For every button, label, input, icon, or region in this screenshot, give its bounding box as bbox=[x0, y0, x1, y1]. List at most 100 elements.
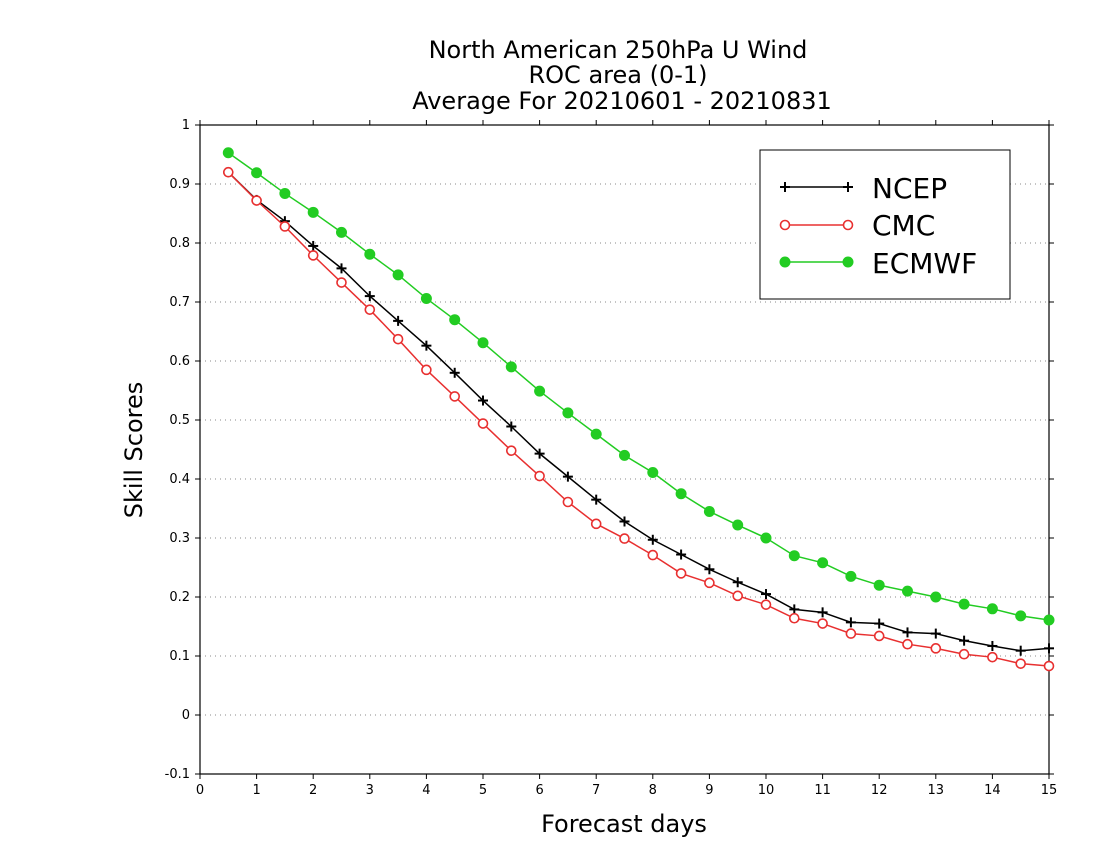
series-layer bbox=[222, 147, 1055, 672]
data-point-ecmwf-8 bbox=[449, 314, 461, 326]
data-point-ncep-18 bbox=[732, 577, 743, 588]
data-point-ecmwf-6 bbox=[392, 269, 404, 281]
data-point-ecmwf-24 bbox=[902, 585, 913, 597]
x-tick-label-7: 7 bbox=[592, 783, 600, 798]
data-point-ecmwf-17 bbox=[703, 505, 715, 517]
data-point-cmc-18 bbox=[732, 590, 744, 602]
y-tick-label-6: 0.5 bbox=[169, 413, 190, 428]
legend-marker-cmc-start bbox=[779, 219, 791, 231]
x-tick-label-2: 2 bbox=[309, 783, 317, 798]
data-point-cmc-13 bbox=[590, 518, 602, 530]
y-tick-label-11: 1 bbox=[182, 118, 190, 133]
x-axis: 0 1 2 3 4 5 6 7 8 9 10 11 12 13 14 15 bbox=[196, 120, 1057, 798]
x-tick-label-3: 3 bbox=[366, 783, 374, 798]
data-point-ecmwf-2 bbox=[279, 187, 291, 199]
y-tick-label-1: 0 bbox=[182, 708, 190, 723]
legend-marker-cmc-end bbox=[842, 219, 854, 231]
data-point-cmc-26 bbox=[958, 648, 970, 660]
data-point-cmc-1 bbox=[251, 195, 262, 206]
data-point-cmc-7 bbox=[421, 364, 432, 376]
y-tick-label-10: 0.9 bbox=[169, 177, 190, 192]
data-point-ncep-12 bbox=[562, 471, 573, 482]
data-point-ncep-3 bbox=[308, 240, 319, 251]
y-axis-title: Skill Scores bbox=[120, 382, 148, 519]
data-point-ecmwf-29 bbox=[1043, 614, 1055, 626]
y-tick-label-5: 0.4 bbox=[169, 472, 190, 487]
x-tick-label-5: 5 bbox=[479, 783, 487, 798]
data-point-cmc-22 bbox=[845, 628, 857, 639]
data-point-ecmwf-22 bbox=[845, 570, 857, 582]
chart-title-line-3: Average For 20210601 - 20210831 bbox=[412, 87, 832, 115]
x-tick-label-0: 0 bbox=[196, 783, 204, 798]
data-point-ncep-17 bbox=[704, 564, 715, 575]
legend-marker-ncep-start bbox=[780, 182, 790, 192]
data-point-ecmwf-12 bbox=[562, 407, 574, 419]
data-point-ncep-23 bbox=[874, 618, 885, 629]
data-point-cmc-12 bbox=[562, 496, 574, 508]
data-point-ecmwf-11 bbox=[534, 385, 546, 397]
data-point-ecmwf-16 bbox=[675, 488, 687, 500]
data-point-cmc-20 bbox=[788, 612, 800, 624]
series-ncep bbox=[223, 167, 1054, 656]
x-tick-label-12: 12 bbox=[871, 783, 888, 798]
x-tick-label-1: 1 bbox=[252, 783, 260, 798]
data-point-ecmwf-10 bbox=[505, 361, 517, 373]
data-point-ncep-8 bbox=[449, 367, 460, 378]
x-tick-label-4: 4 bbox=[422, 783, 430, 798]
chart-title-line-2: ROC area (0-1) bbox=[528, 61, 707, 89]
data-point-ncep-19 bbox=[761, 589, 771, 600]
data-point-cmc-8 bbox=[449, 391, 461, 402]
y-tick-label-2: 0.1 bbox=[169, 649, 190, 664]
data-point-ecmwf-7 bbox=[420, 292, 432, 304]
data-point-ecmwf-15 bbox=[647, 467, 659, 479]
data-point-cmc-23 bbox=[873, 630, 885, 642]
data-point-ncep-25 bbox=[930, 628, 941, 639]
data-point-cmc-17 bbox=[704, 577, 715, 589]
x-tick-label-9: 9 bbox=[705, 783, 713, 798]
data-point-ncep-11 bbox=[534, 448, 545, 459]
data-point-cmc-16 bbox=[675, 568, 687, 579]
data-point-cmc-5 bbox=[364, 304, 376, 315]
data-point-cmc-24 bbox=[902, 638, 913, 650]
data-point-ncep-22 bbox=[845, 617, 856, 628]
data-point-ecmwf-20 bbox=[788, 550, 800, 562]
data-point-ecmwf-4 bbox=[336, 226, 347, 238]
x-axis-title: Forecast days bbox=[541, 810, 707, 838]
chart-title-line-1: North American 250hPa U Wind bbox=[429, 36, 808, 64]
data-point-ncep-16 bbox=[676, 549, 687, 560]
data-point-ecmwf-21 bbox=[817, 557, 829, 569]
data-point-cmc-4 bbox=[336, 277, 347, 288]
data-point-ncep-9 bbox=[478, 395, 488, 406]
data-point-ncep-26 bbox=[959, 635, 970, 646]
y-tick-label-9: 0.8 bbox=[169, 236, 190, 251]
data-point-ecmwf-27 bbox=[986, 603, 998, 615]
x-tick-label-8: 8 bbox=[649, 783, 657, 798]
data-point-ecmwf-14 bbox=[619, 449, 630, 461]
y-tick-label-4: 0.3 bbox=[169, 531, 190, 546]
data-point-ncep-24 bbox=[902, 627, 913, 638]
data-point-ecmwf-1 bbox=[251, 167, 263, 179]
data-point-cmc-10 bbox=[505, 445, 517, 456]
data-point-cmc-19 bbox=[760, 599, 772, 610]
y-tick-label-0: -0.1 bbox=[165, 767, 190, 782]
legend-marker-ncep-end bbox=[843, 182, 853, 192]
data-point-ecmwf-0 bbox=[222, 147, 234, 159]
x-tick-label-10: 10 bbox=[758, 783, 775, 798]
data-point-cmc-29 bbox=[1043, 660, 1055, 672]
data-point-ecmwf-5 bbox=[364, 248, 376, 260]
data-point-cmc-6 bbox=[392, 333, 404, 345]
data-point-cmc-25 bbox=[930, 643, 942, 654]
series-cmc bbox=[223, 166, 1055, 672]
data-point-ncep-28 bbox=[1015, 645, 1026, 656]
x-tick-label-11: 11 bbox=[814, 783, 831, 798]
x-tick-label-15: 15 bbox=[1041, 783, 1058, 798]
data-point-ecmwf-3 bbox=[307, 206, 319, 218]
series-ecmwf bbox=[222, 147, 1055, 626]
data-point-ncep-29 bbox=[1044, 643, 1054, 654]
data-point-ncep-27 bbox=[987, 640, 998, 651]
legend-label-ecmwf: ECMWF bbox=[872, 247, 977, 280]
y-axis: -0.1 0 0.1 0.2 0.3 0.4 0.5 0.6 0.7 0.8 0.9 1 bbox=[165, 118, 1054, 782]
